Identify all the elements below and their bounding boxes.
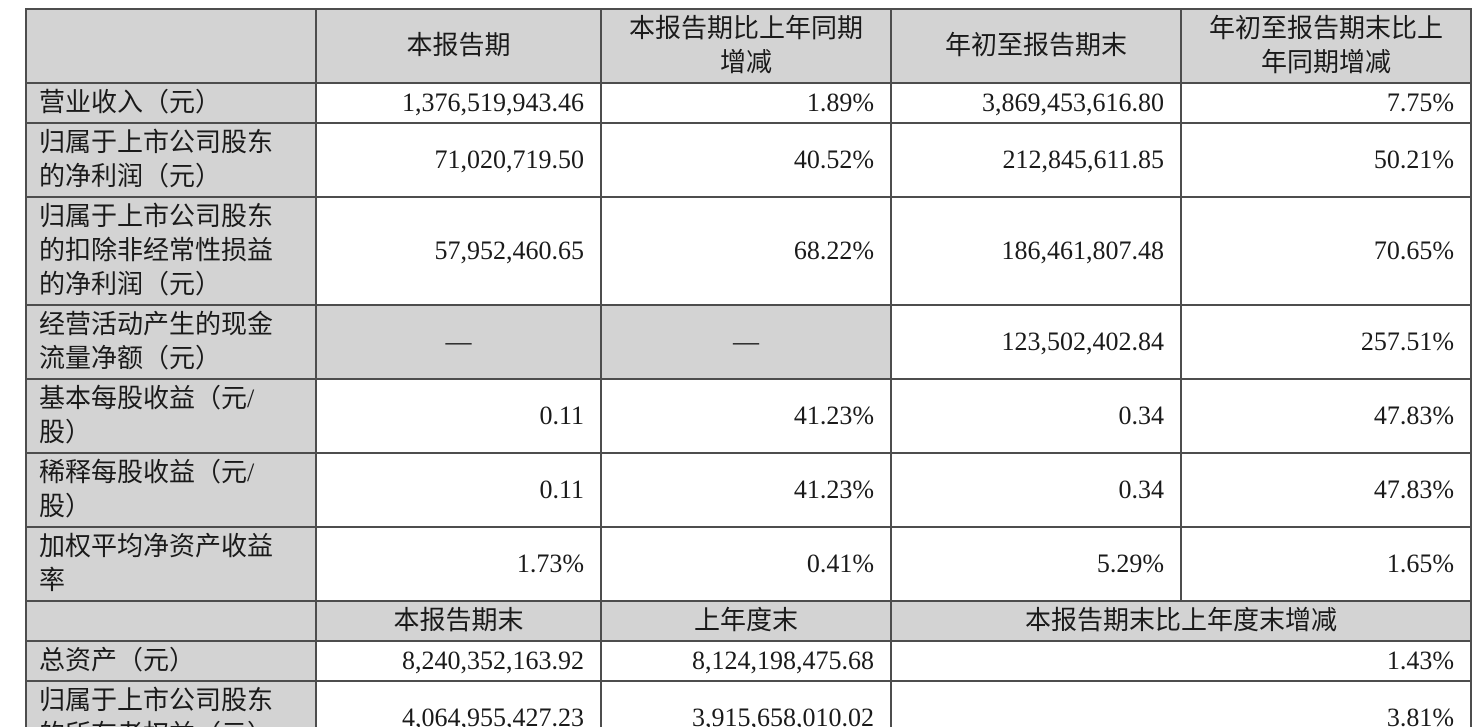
row-label: 稀释每股收益（元/股） xyxy=(25,452,317,528)
financial-summary-table: 本报告期 本报告期比上年同期增减 年初至报告期末 年初至报告期末比上年同期增减 … xyxy=(25,8,1472,727)
header-ytd-yoy-change: 年初至报告期末比上年同期增减 xyxy=(1180,8,1472,84)
row-equity-attributable: 归属于上市公司股东的所有者权益（元） 4,064,955,427.23 3,91… xyxy=(25,680,1472,727)
cell-value: 41.23% xyxy=(600,378,892,454)
cell-dash: — xyxy=(600,304,892,380)
cell-value: 5.29% xyxy=(890,526,1182,602)
row-label: 加权平均净资产收益率 xyxy=(25,526,317,602)
cell-value: 3.81% xyxy=(890,680,1472,727)
row-basic-eps: 基本每股收益（元/股） 0.11 41.23% 0.34 47.83% xyxy=(25,378,1472,454)
cell-value: 1.43% xyxy=(890,640,1472,682)
cell-value: 212,845,611.85 xyxy=(890,122,1182,198)
row-operating-cash-flow: 经营活动产生的现金流量净额（元） — — 123,502,402.84 257.… xyxy=(25,304,1472,380)
cell-value: 0.34 xyxy=(890,452,1182,528)
row-weighted-avg-roe: 加权平均净资产收益率 1.73% 0.41% 5.29% 1.65% xyxy=(25,526,1472,602)
cell-value: 1.73% xyxy=(315,526,602,602)
header-prior-year-end: 上年度末 xyxy=(600,600,892,642)
cell-value: 3,915,658,010.02 xyxy=(600,680,892,727)
header-current-period: 本报告期 xyxy=(315,8,602,84)
row-label: 基本每股收益（元/股） xyxy=(25,378,317,454)
row-net-profit-excl-nonrecurring: 归属于上市公司股东的扣除非经常性损益的净利润（元） 57,952,460.65 … xyxy=(25,196,1472,306)
cell-value: 8,240,352,163.92 xyxy=(315,640,602,682)
cell-value: 0.41% xyxy=(600,526,892,602)
cell-value: 0.11 xyxy=(315,452,602,528)
cell-value: 0.11 xyxy=(315,378,602,454)
cell-value: 3,869,453,616.80 xyxy=(890,82,1182,124)
cell-value: 50.21% xyxy=(1180,122,1472,198)
row-operating-revenue: 营业收入（元） 1,376,519,943.46 1.89% 3,869,453… xyxy=(25,82,1472,124)
cell-value: 1.65% xyxy=(1180,526,1472,602)
row-total-assets: 总资产（元） 8,240,352,163.92 8,124,198,475.68… xyxy=(25,640,1472,682)
cell-value: 1.89% xyxy=(600,82,892,124)
row-diluted-eps: 稀释每股收益（元/股） 0.11 41.23% 0.34 47.83% xyxy=(25,452,1472,528)
cell-value: 47.83% xyxy=(1180,452,1472,528)
header-period-end-change: 本报告期末比上年度末增减 xyxy=(890,600,1472,642)
cell-value: 257.51% xyxy=(1180,304,1472,380)
header-blank-cell xyxy=(25,8,317,84)
row-label: 经营活动产生的现金流量净额（元） xyxy=(25,304,317,380)
header-current-period-yoy-change: 本报告期比上年同期增减 xyxy=(600,8,892,84)
header-current-period-end: 本报告期末 xyxy=(315,600,602,642)
cell-dash: — xyxy=(315,304,602,380)
cell-value: 186,461,807.48 xyxy=(890,196,1182,306)
cell-value: 123,502,402.84 xyxy=(890,304,1182,380)
header-blank-cell xyxy=(25,600,317,642)
table-header-row-period-end: 本报告期末 上年度末 本报告期末比上年度末增减 xyxy=(25,600,1472,642)
cell-value: 47.83% xyxy=(1180,378,1472,454)
cell-value: 0.34 xyxy=(890,378,1182,454)
cell-value: 68.22% xyxy=(600,196,892,306)
row-label: 归属于上市公司股东的净利润（元） xyxy=(25,122,317,198)
cell-value: 57,952,460.65 xyxy=(315,196,602,306)
row-label: 归属于上市公司股东的扣除非经常性损益的净利润（元） xyxy=(25,196,317,306)
cell-value: 8,124,198,475.68 xyxy=(600,640,892,682)
cell-value: 71,020,719.50 xyxy=(315,122,602,198)
cell-value: 40.52% xyxy=(600,122,892,198)
row-label: 归属于上市公司股东的所有者权益（元） xyxy=(25,680,317,727)
row-label: 营业收入（元） xyxy=(25,82,317,124)
row-label: 总资产（元） xyxy=(25,640,317,682)
row-net-profit-attributable: 归属于上市公司股东的净利润（元） 71,020,719.50 40.52% 21… xyxy=(25,122,1472,198)
cell-value: 70.65% xyxy=(1180,196,1472,306)
cell-value: 7.75% xyxy=(1180,82,1472,124)
cell-value: 1,376,519,943.46 xyxy=(315,82,602,124)
cell-value: 41.23% xyxy=(600,452,892,528)
cell-value: 4,064,955,427.23 xyxy=(315,680,602,727)
header-ytd: 年初至报告期末 xyxy=(890,8,1182,84)
table-header-row-period: 本报告期 本报告期比上年同期增减 年初至报告期末 年初至报告期末比上年同期增减 xyxy=(25,8,1472,84)
